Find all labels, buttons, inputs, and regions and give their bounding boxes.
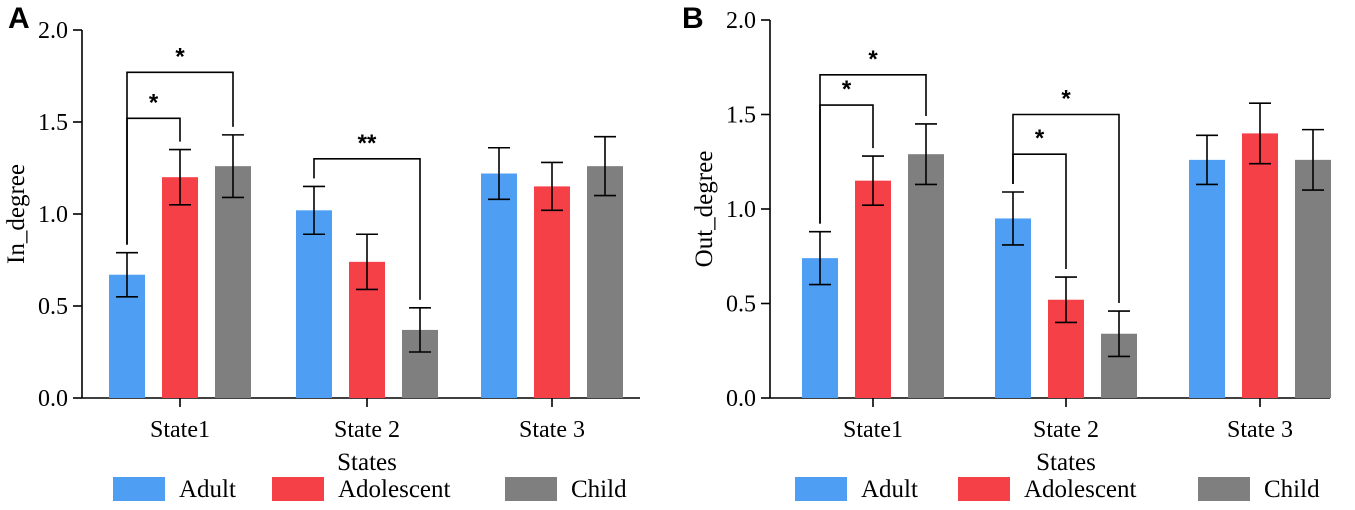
y-tick-label: 0.5: [38, 294, 68, 320]
legend-swatch-child: [1198, 477, 1250, 501]
x-axis-title: States: [337, 449, 397, 476]
y-axis-title: In_degree: [3, 164, 30, 264]
bar-child-1: [215, 166, 251, 398]
y-tick-label: 1.5: [726, 103, 756, 129]
bar-adolescent-1: [162, 177, 198, 398]
significance-bracket: [126, 71, 234, 245]
y-tick-label: 2.0: [726, 8, 756, 34]
x-tick-label: State1: [150, 417, 210, 443]
significance-label: *: [175, 43, 185, 70]
x-tick-label: State 3: [1227, 417, 1293, 443]
legend-swatch-adult: [113, 477, 165, 501]
x-axis-title: States: [1036, 449, 1096, 476]
legend-swatch-adolescent: [272, 477, 324, 501]
x-tick-label: State 2: [334, 417, 400, 443]
significance-bracket: [1012, 113, 1120, 304]
legend-label-adult: Adult: [179, 476, 236, 503]
significance-label: *: [149, 89, 159, 116]
bar-child-1: [908, 154, 944, 398]
bar-adult-2: [995, 218, 1031, 398]
x-tick-label: State 2: [1033, 417, 1099, 443]
y-tick-label: 0.0: [38, 386, 68, 412]
y-tick-label: 0.5: [726, 292, 756, 318]
panel-b-letter: B: [682, 2, 704, 35]
panel-b-out-degree: B 0.0 0.5 1.0 1.5 2.0 Out_degree State1 State 2…: [682, 2, 1331, 503]
bar-child-3: [587, 166, 623, 398]
legend-label-adolescent: Adolescent: [1024, 476, 1137, 503]
y-tick-label: 1.0: [726, 197, 756, 223]
significance-label: *: [842, 76, 852, 103]
bar-adult-2: [296, 210, 332, 398]
panel-a-in-degree: A 0.0 0.5 1.0 1.5 2.0 In_degree State1 State 2 S…: [3, 2, 640, 503]
bar-adolescent-3: [534, 186, 570, 398]
legend-swatch-adolescent: [958, 477, 1010, 501]
panel-a-letter: A: [8, 2, 30, 35]
y-tick-label: 2.0: [38, 18, 68, 44]
x-tick-label: State1: [843, 417, 903, 443]
bar-adolescent-3: [1242, 133, 1278, 398]
significance-label: **: [358, 130, 377, 157]
legend-label-adolescent: Adolescent: [338, 476, 451, 503]
significance-bracket: [819, 74, 927, 224]
significance-bracket: [313, 158, 421, 300]
y-tick-label: 0.0: [726, 386, 756, 412]
legend-label-child: Child: [1264, 476, 1320, 503]
bar-adult-3: [481, 173, 517, 398]
legend-label-child: Child: [571, 476, 627, 503]
legend-swatch-adult: [795, 477, 847, 501]
significance-label: *: [1061, 86, 1071, 113]
y-axis-title: Out_degree: [691, 151, 718, 268]
legend-swatch-child: [505, 477, 557, 501]
bar-child-3: [1295, 159, 1331, 398]
bar-adult-3: [1189, 159, 1225, 398]
legend-label-adult: Adult: [861, 476, 918, 503]
bar-adolescent-1: [855, 180, 891, 398]
significance-label: *: [868, 46, 878, 73]
x-tick-label: State 3: [519, 417, 585, 443]
significance-label: *: [1035, 125, 1045, 152]
y-tick-label: 1.5: [38, 110, 68, 136]
y-tick-label: 1.0: [38, 202, 68, 228]
